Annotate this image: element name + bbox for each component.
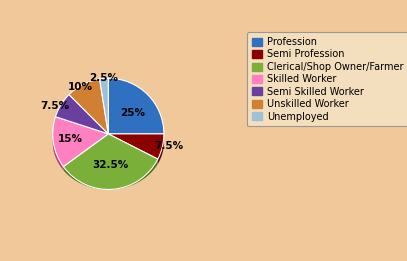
Text: 25%: 25% (120, 108, 145, 118)
Text: 10%: 10% (68, 82, 92, 92)
Wedge shape (108, 78, 164, 134)
Legend: Profession, Semi Profession, Clerical/Shop Owner/Farmer, Skilled Worker, Semi Sk: Profession, Semi Profession, Clerical/Sh… (247, 32, 407, 127)
Wedge shape (108, 134, 164, 159)
Text: 2.5%: 2.5% (89, 73, 118, 83)
Polygon shape (53, 134, 63, 170)
Text: 7.5%: 7.5% (154, 141, 184, 151)
Polygon shape (63, 155, 158, 190)
Polygon shape (158, 134, 164, 164)
Wedge shape (53, 117, 108, 167)
Wedge shape (63, 134, 158, 189)
Text: 7.5%: 7.5% (41, 101, 70, 111)
Text: 15%: 15% (57, 134, 82, 144)
Text: 32.5%: 32.5% (93, 160, 129, 170)
Wedge shape (100, 78, 108, 134)
Wedge shape (55, 94, 108, 134)
Wedge shape (69, 79, 108, 134)
